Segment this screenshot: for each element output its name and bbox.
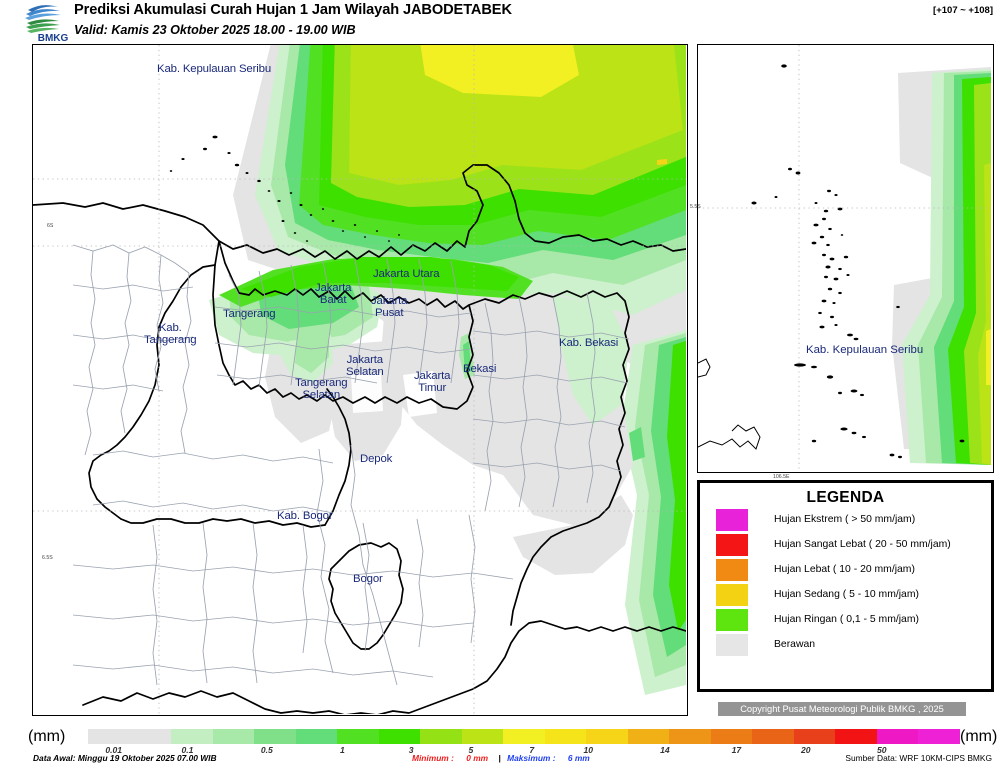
- inset-axis-label-lat: 5.5S: [690, 204, 701, 210]
- colorbar-segment: [88, 729, 130, 744]
- header-titles: Prediksi Akumulasi Curah Hujan 1 Jam Wil…: [74, 0, 512, 38]
- minimum-label: Minimum :: [412, 753, 454, 763]
- legend-color-swatch: [716, 608, 748, 631]
- copyright-banner: Copyright Pusat Meteorologi Publik BMKG …: [718, 702, 966, 716]
- colorbar-segment: [503, 729, 545, 744]
- colorbar-segment: [254, 729, 296, 744]
- colorbar-segment: [420, 729, 462, 744]
- legend-row: Hujan Sedang ( 5 - 10 mm/jam): [716, 582, 991, 607]
- colorbar-tick-label: 14: [660, 745, 670, 755]
- colorbar-unit-right: (mm): [960, 728, 998, 745]
- data-awal-label: Data Awal: Minggu 19 Oktober 2025 07.00 …: [33, 753, 217, 763]
- colorbar-tick-label: 3: [408, 745, 414, 755]
- colorbar-unit-left: (mm): [28, 728, 66, 745]
- colorbar-gradient: [88, 729, 960, 744]
- legend-row: Hujan Sangat Lebat ( 20 - 50 mm/jam): [716, 532, 991, 557]
- legend-row: Hujan Ekstrem ( > 50 mm/jam): [716, 507, 991, 532]
- colorbar-tick-label: 10: [583, 745, 594, 755]
- svg-text:BMKG: BMKG: [38, 33, 69, 43]
- inset-city-label-kepulauan-seribu: Kab. Kepulauan Seribu: [806, 344, 924, 356]
- colorbar-tick-label: 5: [468, 745, 474, 755]
- maximum-value: 6 mm: [567, 753, 590, 763]
- bmkg-logo: BMKG: [25, 5, 69, 43]
- colorbar-segment: [171, 729, 213, 744]
- colorbar-segment: [586, 729, 628, 744]
- page-title: Prediksi Akumulasi Curah Hujan 1 Jam Wil…: [74, 2, 512, 18]
- legend-item-label: Hujan Sangat Lebat ( 20 - 50 mm/jam): [774, 539, 951, 550]
- colorbar-segment: [337, 729, 379, 744]
- main-map-panel[interactable]: 6S 6.5S 106.5E 107E Kab. Kepulauan Serib…: [32, 44, 688, 716]
- legend-row: Berawan: [716, 632, 991, 657]
- legend-rows: Hujan Ekstrem ( > 50 mm/jam) Hujan Sangat…: [700, 507, 991, 657]
- colorbar-segment: [212, 729, 255, 744]
- colorbar-segment: [669, 729, 711, 744]
- legend-item-label: Hujan Ringan ( 0,1 - 5 mm/jam): [774, 614, 919, 625]
- colorbar-segment: [918, 729, 960, 744]
- legend-color-swatch: [716, 508, 748, 531]
- legend-row: Hujan Ringan ( 0,1 - 5 mm/jam): [716, 607, 991, 632]
- colorbar-tick-label: 17: [731, 745, 742, 755]
- colorbar-tick-label: 20: [800, 745, 811, 755]
- colorbar-segment: [461, 729, 504, 744]
- colorbar-tick-label: 7: [529, 745, 535, 755]
- legend-item-label: Hujan Lebat ( 10 - 20 mm/jam): [774, 564, 915, 575]
- valid-time-label: Valid: Kamis 23 Oktober 2025 18.00 - 19.…: [74, 23, 356, 37]
- page-header: BMKG Prediksi Akumulasi Curah Hujan 1 Ja…: [0, 0, 1000, 44]
- longitude-range-label: [+107 ~ +108]: [933, 5, 993, 16]
- colorbar-tick-label: 0.01: [105, 745, 123, 755]
- legend-title: LEGENDA: [806, 489, 885, 506]
- colorbar-tick-label: 1: [339, 745, 345, 755]
- colorbar-segment: [295, 729, 338, 744]
- legend-color-swatch: [716, 583, 748, 606]
- axis-label-lat-top: 6S: [47, 223, 54, 229]
- colorbar-segment: [129, 729, 172, 744]
- inset-axis-label-lon: 106.5E: [773, 474, 790, 480]
- legend-row: Hujan Lebat ( 10 - 20 mm/jam): [716, 557, 991, 582]
- legend-item-label: Hujan Sedang ( 5 - 10 mm/jam): [774, 589, 919, 600]
- colorbar-segment: [752, 729, 794, 744]
- axis-label-lat-bottom: 6.5S: [42, 555, 53, 561]
- legend-item-label: Berawan: [774, 639, 816, 650]
- colorbar-tick-labels: 0.01 0.1 0.5 1 3 5 7 10 14 17 20 50: [88, 745, 960, 757]
- min-max-summary: Minimum : 0 mm | Maksimum : 6 mm: [412, 753, 590, 763]
- legend-item-label: Hujan Ekstrem ( > 50 mm/jam): [774, 514, 916, 525]
- colorbar-segment: [627, 729, 670, 744]
- minimum-value: 0 mm: [466, 753, 489, 763]
- inset-map-panel[interactable]: [697, 44, 994, 473]
- colorbar-tick-label: 0.5: [260, 745, 273, 755]
- legend-color-swatch: [716, 558, 748, 581]
- main-map-rainfall-overlay: [33, 45, 686, 714]
- colorbar-tick-label: 0.1: [181, 745, 194, 755]
- data-source-label: Sumber Data: WRF 10KM-CIPS BMKG: [845, 753, 992, 763]
- legend-panel: LEGENDA Hujan Ekstrem ( > 50 mm/jam) Huja…: [697, 480, 994, 692]
- minmax-separator: |: [498, 753, 501, 763]
- colorbar-segment: [876, 729, 919, 744]
- colorbar-segment: [793, 729, 836, 744]
- inset-map-rainfall-overlay: [698, 45, 991, 470]
- colorbar-segment: [710, 729, 753, 744]
- colorbar-segment: [378, 729, 421, 744]
- colorbar-segment: [544, 729, 587, 744]
- colorbar-area: (mm) (mm) 0.01 0.1 0.5 1 3 5 7 10 14 17 20 50: [0, 722, 1000, 769]
- maximum-label: Maksimum :: [507, 753, 556, 763]
- colorbar-tick-label: 50: [876, 745, 887, 755]
- legend-color-swatch: [716, 633, 748, 656]
- colorbar-segment: [835, 729, 877, 744]
- legend-color-swatch: [716, 533, 748, 556]
